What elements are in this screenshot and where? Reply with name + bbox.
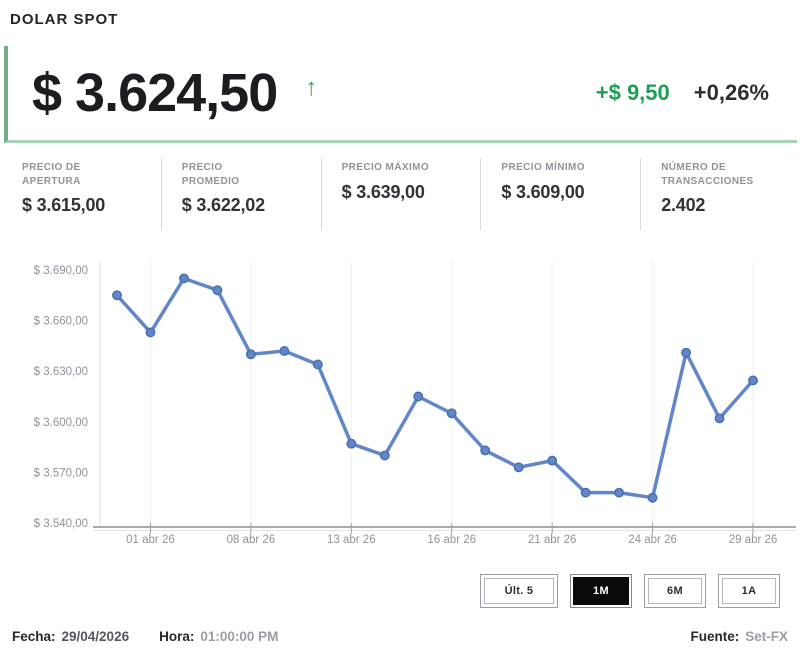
change-absolute: +$ 9,50: [595, 80, 670, 105]
stats-row: PRECIO DE APERTURA $ 3.615,00 PRECIO PRO…: [0, 158, 800, 230]
svg-text:$ 3.540,00: $ 3.540,00: [34, 518, 88, 530]
range-button-1a[interactable]: 1A: [718, 574, 780, 608]
change-percent: +0,26%: [693, 80, 769, 105]
fuente-label: Fuente:: [690, 629, 740, 644]
stat-label: PRECIO MÁXIMO: [341, 162, 430, 173]
stat-value: $ 3.609,00: [501, 181, 585, 202]
line-chart-svg: $ 3.540,00 $ 3.570,00 $ 3.600,00 $ 3.630,00…: [34, 262, 796, 546]
hora-label: Hora:: [159, 629, 195, 644]
svg-text:08 abr 26: 08 abr 26: [227, 534, 276, 546]
svg-text:21 abr 26: 21 abr 26: [528, 534, 577, 546]
range-button-1m[interactable]: 1M: [570, 574, 632, 608]
fecha-group: Fecha: 29/04/2026: [12, 629, 129, 644]
hora-group: Hora: 01:00:00 PM: [159, 629, 278, 644]
stat-label: PRECIO PROMEDIO: [181, 162, 240, 187]
fuente-group: Fuente: Set-FX: [690, 629, 788, 644]
stat-apertura: PRECIO DE APERTURA $ 3.615,00: [0, 158, 161, 230]
page-title: DOLAR SPOT: [10, 11, 119, 28]
stat-maximo: PRECIO MÁXIMO $ 3.639,00: [320, 158, 481, 230]
stat-label: PRECIO MÍNIMO: [501, 162, 585, 173]
stat-transacciones: NÚMERO DE TRANSACCIONES 2.402: [640, 158, 800, 230]
hora-value: 01:00:00 PM: [200, 629, 279, 644]
range-button-ult5[interactable]: Últ. 5: [480, 574, 558, 608]
svg-text:$ 3.600,00: $ 3.600,00: [34, 417, 88, 429]
stat-label: NÚMERO DE TRANSACCIONES: [661, 162, 754, 187]
fuente-value: Set-FX: [745, 629, 788, 644]
svg-text:01 abr 26: 01 abr 26: [126, 534, 175, 546]
stat-value: $ 3.622,02: [181, 195, 265, 215]
price-chart: $ 3.540,00 $ 3.570,00 $ 3.600,00 $ 3.630,00…: [0, 246, 800, 556]
svg-text:$ 3.630,00: $ 3.630,00: [34, 366, 88, 378]
svg-text:13 abr 26: 13 abr 26: [327, 534, 376, 546]
current-price: $ 3.624,50: [32, 63, 278, 123]
price-changes: +$ 9,50 +0,26%: [596, 80, 769, 106]
stat-value: $ 3.615,00: [22, 195, 106, 215]
footer: Fecha: 29/04/2026 Hora: 01:00:00 PM Fuen…: [0, 629, 800, 644]
svg-text:16 abr 26: 16 abr 26: [427, 534, 476, 546]
svg-text:$ 3.690,00: $ 3.690,00: [34, 265, 88, 277]
fecha-label: Fecha:: [12, 629, 56, 644]
stat-label: PRECIO DE APERTURA: [22, 162, 81, 187]
range-button-6m[interactable]: 6M: [644, 574, 706, 608]
stat-promedio: PRECIO PROMEDIO $ 3.622,02: [160, 158, 321, 230]
svg-text:24 abr 26: 24 abr 26: [628, 534, 677, 546]
stat-value: 2.402: [661, 195, 706, 215]
svg-text:29 abr 26: 29 abr 26: [729, 534, 778, 546]
fecha-value: 29/04/2026: [61, 629, 130, 644]
stat-value: $ 3.639,00: [341, 181, 425, 202]
up-arrow-icon: ↑: [305, 74, 318, 101]
svg-text:$ 3.660,00: $ 3.660,00: [34, 316, 88, 328]
range-buttons: Últ. 5 1M 6M 1A: [480, 574, 780, 608]
quote-box: $ 3.624,50 ↑ +$ 9,50 +0,26%: [4, 46, 797, 143]
stat-minimo: PRECIO MÍNIMO $ 3.609,00: [480, 158, 640, 230]
svg-text:$ 3.570,00: $ 3.570,00: [34, 467, 88, 479]
